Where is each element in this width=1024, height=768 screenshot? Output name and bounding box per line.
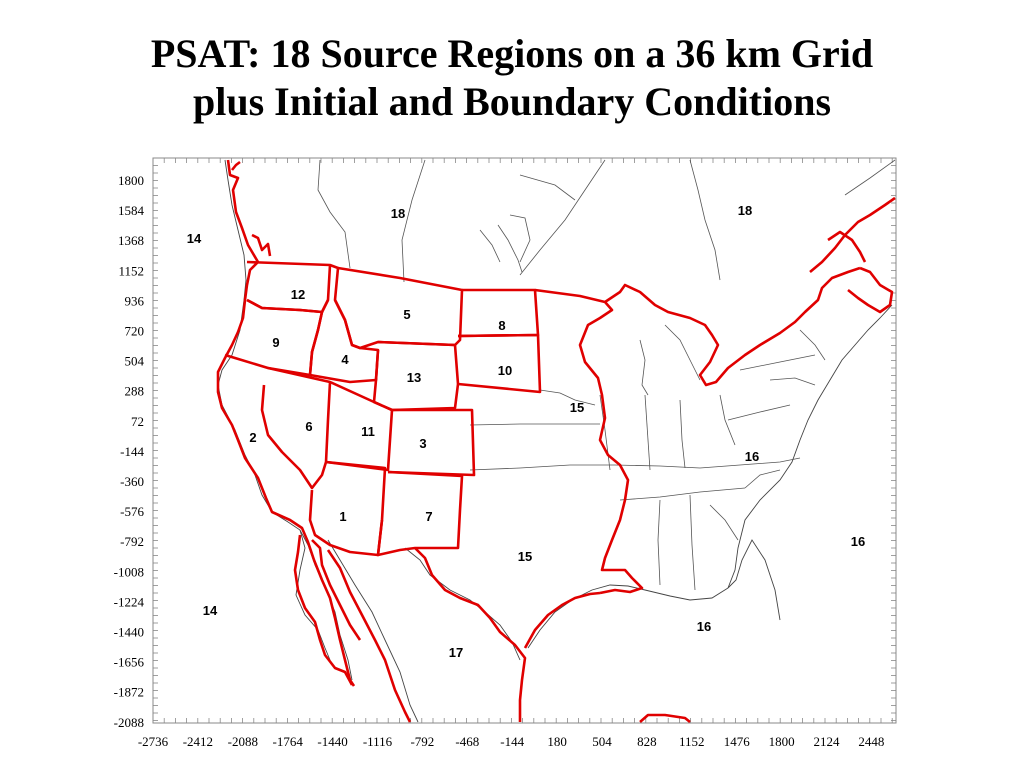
region-label-15b: 15 bbox=[518, 549, 532, 564]
x-tick-label: 828 bbox=[637, 734, 657, 749]
y-tick-label: 1800 bbox=[118, 173, 144, 188]
region-label-17: 17 bbox=[449, 645, 463, 660]
region-label-6: 6 bbox=[305, 419, 312, 434]
y-tick-label: -144 bbox=[120, 444, 144, 459]
region-label-14b: 14 bbox=[203, 603, 218, 618]
region-label-16a: 16 bbox=[745, 449, 759, 464]
y-tick-label: 1584 bbox=[118, 203, 145, 218]
x-tick-label: 1800 bbox=[769, 734, 795, 749]
y-axis-ticks: 1800 1584 1368 1152 936 720 504 288 72 -144 -360 -5… bbox=[114, 173, 145, 730]
title-line-2: plus Initial and Boundary Conditions bbox=[192, 79, 832, 124]
x-tick-label: -468 bbox=[455, 734, 479, 749]
region-label-10: 10 bbox=[498, 363, 512, 378]
region-label-16c: 16 bbox=[697, 619, 711, 634]
region-labels: 18 18 14 12 5 8 9 4 10 13 15 6 11 2 3 16… bbox=[187, 203, 865, 660]
region-label-18b: 18 bbox=[738, 203, 752, 218]
x-axis-ticks: -2736 -2412 -2088 -1764 -1440 -1116 -792 -468 -1… bbox=[138, 734, 885, 749]
frame-ticks bbox=[152, 157, 896, 723]
x-tick-label: 2448 bbox=[858, 734, 884, 749]
y-tick-label: -1224 bbox=[114, 594, 145, 609]
y-tick-label: 504 bbox=[125, 354, 145, 369]
y-tick-label: 1368 bbox=[118, 233, 144, 248]
x-tick-label: 180 bbox=[547, 734, 567, 749]
region-label-16b: 16 bbox=[851, 534, 865, 549]
region-label-1: 1 bbox=[339, 509, 346, 524]
y-tick-label: 1152 bbox=[118, 263, 144, 278]
y-tick-label: 72 bbox=[131, 414, 144, 429]
x-tick-label: 2124 bbox=[814, 734, 841, 749]
y-tick-label: -360 bbox=[120, 474, 144, 489]
x-tick-label: -1440 bbox=[317, 734, 347, 749]
title-line-1: PSAT: 18 Source Regions on a 36 km Grid bbox=[150, 31, 874, 76]
region-label-12: 12 bbox=[291, 287, 305, 302]
state-boundaries bbox=[217, 159, 896, 723]
y-tick-label: -1008 bbox=[114, 564, 144, 579]
region-label-8: 8 bbox=[498, 318, 505, 333]
x-tick-label: -144 bbox=[500, 734, 524, 749]
region-boundaries bbox=[216, 159, 896, 724]
region-label-9: 9 bbox=[272, 335, 279, 350]
region-label-18a: 18 bbox=[391, 206, 405, 221]
region-label-2: 2 bbox=[249, 430, 256, 445]
region-label-7: 7 bbox=[425, 509, 432, 524]
x-tick-label: -2736 bbox=[138, 734, 169, 749]
region-label-11: 11 bbox=[361, 424, 375, 439]
region-label-5: 5 bbox=[403, 307, 410, 322]
y-tick-label: 936 bbox=[125, 293, 145, 308]
y-tick-label: -1872 bbox=[114, 685, 144, 700]
region-label-14a: 14 bbox=[187, 231, 202, 246]
region-label-4: 4 bbox=[341, 352, 349, 367]
y-tick-label: -1440 bbox=[114, 625, 144, 640]
y-tick-label: 720 bbox=[125, 324, 145, 339]
y-tick-label: 288 bbox=[125, 384, 145, 399]
x-tick-label: -1764 bbox=[273, 734, 304, 749]
y-tick-label: -1656 bbox=[114, 655, 145, 670]
x-tick-label: 504 bbox=[592, 734, 612, 749]
region-label-13: 13 bbox=[407, 370, 421, 385]
page-title: PSAT: 18 Source Regions on a 36 km Grid … bbox=[0, 30, 1024, 126]
region-label-3: 3 bbox=[419, 436, 426, 451]
map-frame bbox=[152, 157, 897, 724]
x-tick-label: -2412 bbox=[183, 734, 213, 749]
region-label-15a: 15 bbox=[570, 400, 584, 415]
x-tick-label: -1116 bbox=[363, 734, 393, 749]
x-tick-label: -2088 bbox=[228, 734, 258, 749]
x-tick-label: 1476 bbox=[724, 734, 751, 749]
y-tick-label: -2088 bbox=[114, 715, 144, 730]
x-tick-label: 1152 bbox=[679, 734, 705, 749]
x-tick-label: -792 bbox=[410, 734, 434, 749]
y-tick-label: -576 bbox=[120, 504, 144, 519]
y-tick-label: -792 bbox=[120, 534, 144, 549]
